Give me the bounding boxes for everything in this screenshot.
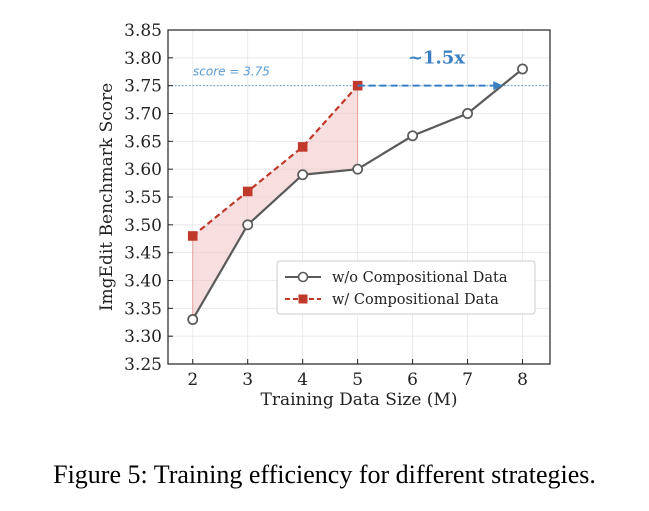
figure-caption: Figure 5: Training efficiency for differ… — [53, 460, 596, 489]
legend-marker-without — [297, 271, 309, 283]
legend-label-with: w/ Compositional Data — [332, 292, 499, 308]
point-with — [187, 231, 198, 241]
y-tick-label: 3.75 — [124, 77, 162, 97]
chart: score = 3.75 ~1.5x 2 3 4 5 6 7 8 3.25 3.30 3.35 3.… — [97, 21, 551, 410]
point-without — [517, 63, 528, 75]
point-without — [407, 130, 419, 142]
y-tick-label: 3.60 — [124, 160, 162, 180]
x-tick-label: 8 — [517, 370, 528, 390]
x-tick-label: 7 — [462, 370, 473, 390]
reference-line-label: score = 3.75 — [193, 65, 270, 79]
speedup-label: ~1.5x — [408, 48, 465, 69]
fill-between-area — [192, 85, 358, 320]
fill-between — [192, 85, 359, 320]
series-markers — [187, 63, 528, 325]
x-tick-label: 4 — [297, 370, 308, 390]
ticks: 2 3 4 5 6 7 8 3.25 3.30 3.35 3.40 3.45 3.50 3.55 3.60 3… — [124, 21, 528, 390]
point-with — [297, 142, 308, 152]
y-axis-label: ImgEdit Benchmark Score — [97, 83, 117, 311]
legend: w/o Compositional Data w/ Compositional … — [276, 260, 536, 315]
y-tick-label: 3.35 — [124, 299, 162, 319]
x-tick-label: 2 — [187, 370, 198, 390]
y-tick-label: 3.45 — [124, 244, 162, 264]
series-line-with — [192, 84, 359, 237]
x-tick-label: 3 — [242, 370, 253, 390]
point-without — [242, 219, 254, 231]
y-tick-label: 3.70 — [124, 105, 162, 125]
y-tick-label: 3.80 — [124, 49, 162, 69]
point-without — [462, 108, 474, 119]
point-with — [242, 186, 253, 197]
y-tick-label: 3.65 — [124, 132, 162, 152]
legend-box — [276, 260, 536, 315]
point-without — [352, 163, 364, 175]
x-tick-label: 6 — [407, 370, 418, 390]
y-tick-label: 3.55 — [124, 188, 162, 208]
y-tick-label: 3.25 — [124, 355, 162, 375]
speedup-arrowhead — [493, 81, 504, 91]
x-tick-label: 5 — [352, 370, 363, 390]
y-tick-label: 3.85 — [124, 21, 162, 41]
y-tick-label: 3.50 — [124, 216, 162, 236]
legend-marker-with — [298, 294, 308, 304]
point-without — [297, 169, 309, 181]
annotations: ~1.5x — [357, 48, 504, 91]
y-tick-label: 3.30 — [124, 327, 162, 347]
x-axis-label: Training Data Size (M) — [261, 390, 458, 410]
legend-label-without: w/o Compositional Data — [332, 270, 508, 286]
y-tick-label: 3.40 — [124, 272, 162, 292]
point-without — [187, 314, 199, 325]
reference-line: score = 3.75 — [168, 65, 550, 87]
